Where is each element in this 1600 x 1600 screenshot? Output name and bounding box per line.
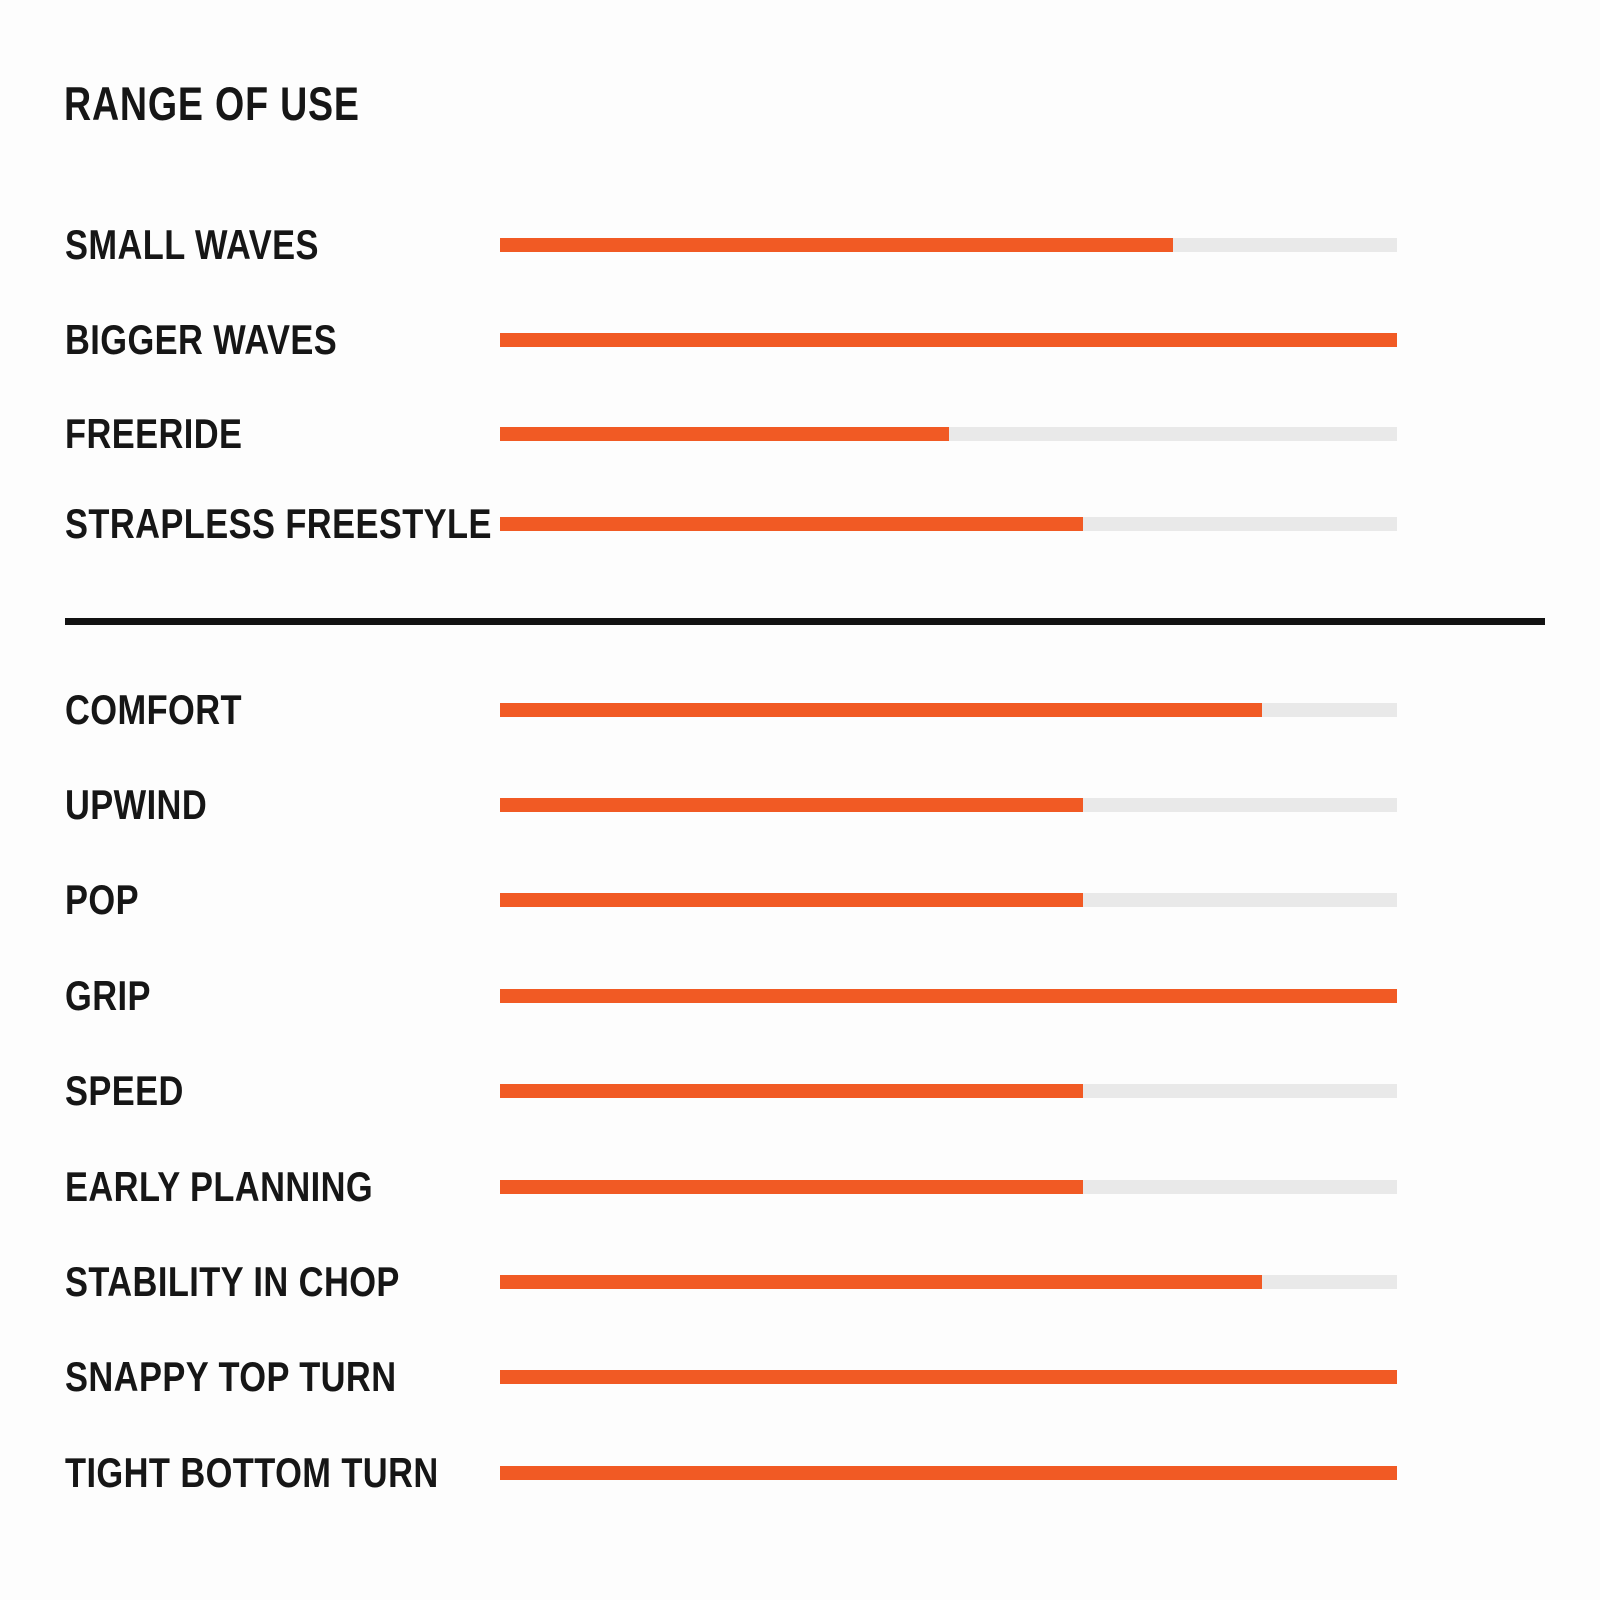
row-label: FREERIDE	[65, 410, 243, 457]
bar-track	[500, 703, 1397, 717]
row-label: SNAPPY TOP TURN	[65, 1353, 397, 1400]
chart-row: TIGHT BOTTOM TURN	[0, 1443, 1600, 1503]
chart-title: RANGE OF USE	[64, 77, 360, 130]
row-label: UPWIND	[65, 781, 208, 828]
chart-row: POP	[0, 870, 1600, 930]
bar-fill	[500, 1370, 1397, 1384]
bar-track	[500, 1370, 1397, 1384]
section-divider	[65, 618, 1545, 625]
row-label: BIGGER WAVES	[65, 316, 338, 363]
bar-track	[500, 989, 1397, 1003]
row-label: EARLY PLANNING	[65, 1163, 374, 1210]
row-label: SMALL WAVES	[65, 221, 319, 268]
chart-row: SNAPPY TOP TURN	[0, 1347, 1600, 1407]
row-label: POP	[65, 876, 139, 923]
bar-track	[500, 1180, 1397, 1194]
row-label: STRAPLESS FREESTYLE	[65, 500, 492, 547]
bar-track	[500, 1084, 1397, 1098]
chart-row: EARLY PLANNING	[0, 1157, 1600, 1217]
chart-row: GRIP	[0, 966, 1600, 1026]
bar-fill	[500, 798, 1084, 812]
bar-fill	[500, 893, 1084, 907]
bar-track	[500, 1275, 1397, 1289]
bar-fill	[500, 333, 1397, 347]
bar-fill	[500, 1466, 1397, 1480]
bar-fill	[500, 703, 1263, 717]
chart-row: UPWIND	[0, 775, 1600, 835]
bar-fill	[500, 1180, 1084, 1194]
bar-track	[500, 517, 1397, 531]
bar-track	[500, 333, 1397, 347]
row-label: SPEED	[65, 1067, 184, 1114]
chart-row: SMALL WAVES	[0, 215, 1600, 275]
chart-row: BIGGER WAVES	[0, 310, 1600, 370]
bar-fill	[500, 238, 1173, 252]
bar-track	[500, 798, 1397, 812]
chart-row: COMFORT	[0, 680, 1600, 740]
bar-track	[500, 1466, 1397, 1480]
row-label: TIGHT BOTTOM TURN	[65, 1449, 439, 1496]
chart-row: STRAPLESS FREESTYLE	[0, 494, 1600, 554]
bar-fill	[500, 989, 1397, 1003]
bar-fill	[500, 517, 1084, 531]
bar-track	[500, 893, 1397, 907]
bar-fill	[500, 427, 949, 441]
row-label: GRIP	[65, 972, 151, 1019]
row-label: STABILITY IN CHOP	[65, 1258, 400, 1305]
bar-fill	[500, 1084, 1084, 1098]
bar-track	[500, 238, 1397, 252]
bar-fill	[500, 1275, 1263, 1289]
row-label: COMFORT	[65, 686, 242, 733]
chart-row: FREERIDE	[0, 404, 1600, 464]
bar-track	[500, 427, 1397, 441]
chart-row: SPEED	[0, 1061, 1600, 1121]
chart-row: STABILITY IN CHOP	[0, 1252, 1600, 1312]
